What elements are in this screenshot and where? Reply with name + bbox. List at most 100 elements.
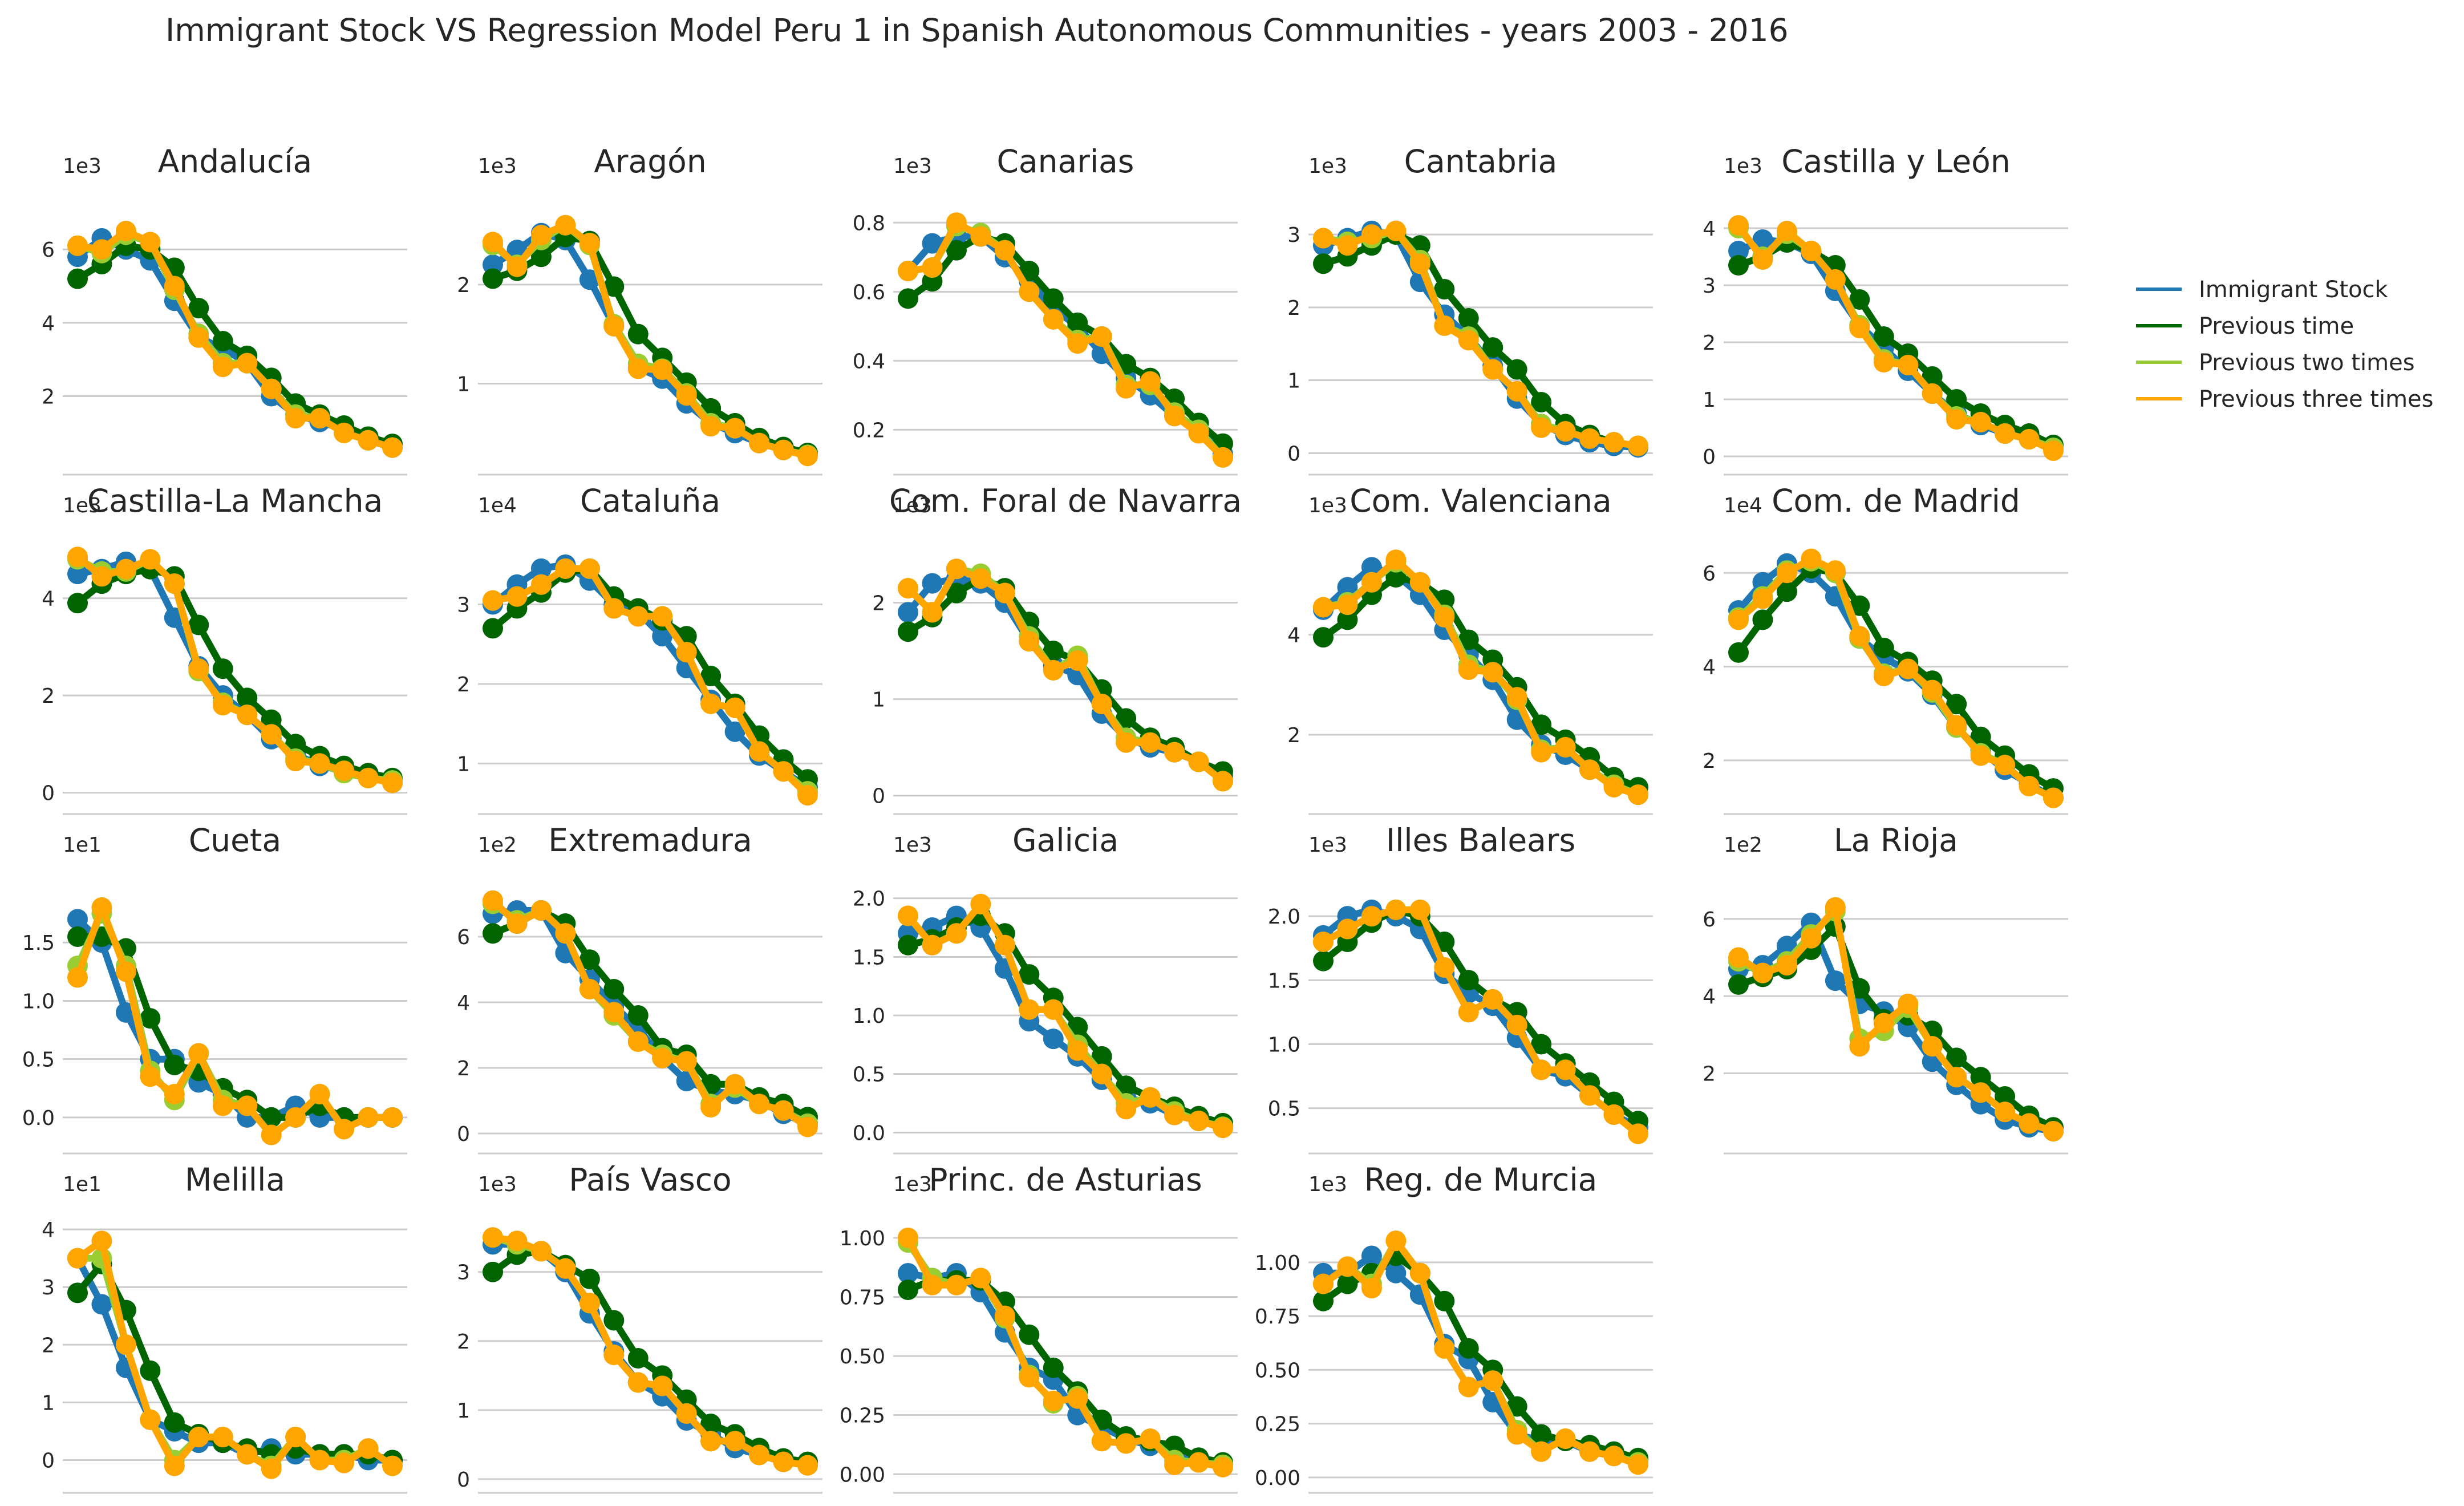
data-point [1873,666,1894,686]
axis-multiplier: 1e3 [478,155,517,178]
y-tick-label: 4 [1703,985,1716,1009]
panel-title: Aragón [594,143,706,180]
data-point [285,1427,306,1448]
data-point [652,606,673,627]
data-point [334,1452,355,1473]
y-tick-label: 3 [457,1261,470,1285]
panel-title: Reg. de Murcia [1364,1161,1598,1198]
data-point [1091,326,1112,347]
y-tick-label: 2.0 [853,888,885,911]
series-previous-three-times [483,214,818,467]
data-point [922,573,943,594]
series-previous-time [1313,224,1648,456]
panel-galicia: 0.0 0.5 1.0 1.5 2.0 1e3 Galicia [853,822,1238,1155]
data-point [188,298,209,319]
data-point [603,979,625,999]
y-tick-label: 1 [872,689,885,712]
series-previous-three-times [898,893,1233,1139]
data-point [483,890,503,911]
data-point [676,642,697,663]
data-point [1458,659,1479,681]
series-line [1320,227,1642,450]
data-point [1337,577,1358,598]
data-point [285,408,306,429]
data-point [1728,974,1749,995]
data-point [506,913,528,934]
data-point [67,593,88,614]
axis-multiplier: 1e3 [63,494,102,517]
data-point [1140,732,1161,753]
data-point [1728,241,1749,261]
legend-entry-previous-three-times: Previous three times [2136,386,2434,412]
data-point [1555,1428,1576,1450]
data-point [1019,999,1040,1020]
data-point [1458,308,1479,329]
panel-title: Princ. de Asturias [929,1161,1202,1198]
series-previous-time [483,900,818,1128]
data-point [1164,742,1185,763]
data-point [1019,261,1040,281]
data-point [1531,714,1552,735]
data-point [579,949,600,970]
data-point [1067,650,1088,671]
panel-title: Extremadura [548,822,752,859]
data-point [1898,658,1919,679]
data-point [700,666,722,686]
data-point [358,430,379,451]
data-point [1531,1034,1552,1055]
y-tick-label: 0.0 [22,1107,55,1130]
y-tick-label: 0 [1703,446,1716,469]
legend-label: Previous time [2199,313,2354,339]
y-tick-label: 4 [1287,624,1300,647]
data-point [237,1095,258,1116]
data-point [1946,1067,1967,1088]
data-point [1458,330,1479,351]
panel-com-de-madrid: 2 4 6 1e4 Com. de Madrid [1703,483,2068,815]
data-point [1361,572,1382,593]
data-point [115,558,136,580]
data-point [1628,1454,1648,1475]
series-line [489,233,811,456]
data-point [652,1375,673,1396]
data-point [627,1348,649,1369]
y-tick-label: 1.00 [1255,1252,1300,1275]
data-point [261,1124,282,1145]
panel-andalucia: 2 4 6 1e3 Andalucía [42,143,407,476]
data-point [1628,1123,1648,1144]
data-point [1506,1014,1527,1035]
panel-title: Com. Foral de Navarra [889,483,1242,519]
y-tick-label: 6 [457,926,470,949]
data-point [1922,1036,1943,1057]
y-tick-label: 0 [872,785,885,808]
data-point [749,1094,770,1115]
data-point [970,226,991,247]
series-previous-time [898,1270,1233,1473]
panel-title: Com. Valenciana [1349,483,1611,519]
data-point [1603,432,1624,453]
series-immigrant-stock [67,551,403,794]
data-point [1116,1099,1137,1120]
data-point [285,1107,306,1128]
series-previous-three-times [67,546,403,794]
axis-multiplier: 1e3 [1308,1173,1347,1196]
data-point [212,695,233,716]
data-point [1043,1357,1064,1378]
data-point [506,586,528,607]
data-point [579,979,600,999]
data-point [334,1119,355,1140]
data-point [67,909,88,930]
series-line [1735,239,2057,448]
data-point [309,1450,330,1471]
data-point [483,1261,503,1282]
axis-multiplier: 1e3 [893,494,932,517]
data-point [1337,1256,1358,1277]
y-tick-label: 2 [1703,1062,1716,1086]
data-point [1385,1230,1407,1252]
y-tick-label: 2 [42,386,55,409]
panel-canarias: 0.2 0.4 0.6 0.8 1e3 Canarias [853,143,1238,476]
y-tick-label: 1 [1287,370,1300,393]
data-point [627,323,649,345]
panel-title: Cataluña [580,483,720,519]
data-point [1313,1290,1334,1311]
series-previous-time [1313,566,1648,797]
